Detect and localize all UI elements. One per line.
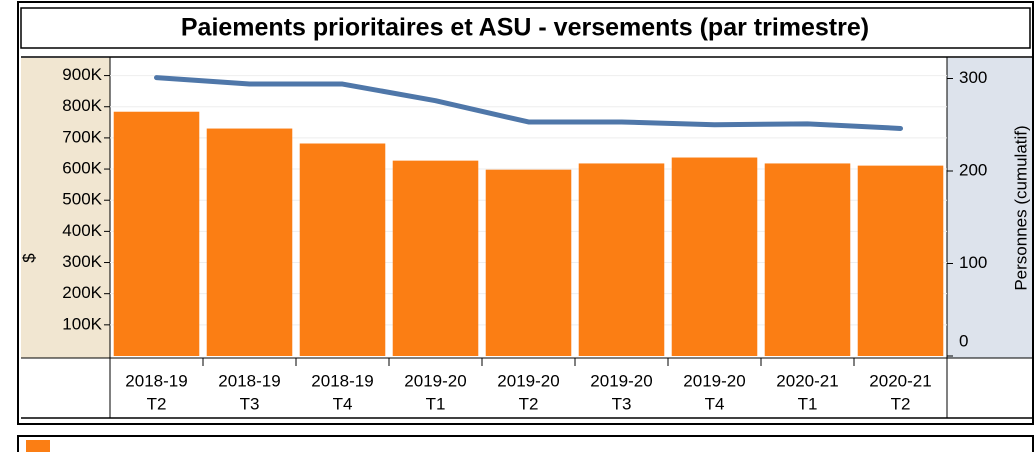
x-tick-label: T2 <box>891 394 911 413</box>
y-tick-label: 500K <box>62 190 102 209</box>
bar <box>764 163 851 356</box>
x-tick-label: T2 <box>519 394 539 413</box>
bar <box>671 157 758 356</box>
bar <box>392 160 479 356</box>
x-tick-label: 2018-19 <box>218 371 280 390</box>
y-tick-label: 900K <box>62 65 102 84</box>
x-tick-label: T1 <box>426 394 446 413</box>
legend-swatch <box>26 440 50 452</box>
frame <box>17 1 1034 425</box>
bar <box>857 165 944 356</box>
bar <box>485 169 572 356</box>
x-tick-label: 2018-19 <box>125 371 187 390</box>
y-tick-label: 600K <box>62 159 102 178</box>
x-tick-label: 2020-21 <box>869 371 931 390</box>
x-tick-label: T4 <box>705 394 725 413</box>
x-tick-label: T3 <box>612 394 632 413</box>
right-axis-panel <box>947 58 1032 358</box>
bar <box>578 163 665 356</box>
y-tick-label: 300K <box>62 252 102 271</box>
y-tick-label: 700K <box>62 127 102 146</box>
bar <box>113 111 200 356</box>
y2-tick-label: 100 <box>959 253 987 272</box>
y-tick-label: 100K <box>62 314 102 333</box>
left-axis-panel <box>21 58 110 358</box>
x-tick-label: T4 <box>333 394 353 413</box>
x-tick-label: 2019-20 <box>404 371 466 390</box>
x-tick-label: 2019-20 <box>590 371 652 390</box>
x-tick-label: T1 <box>798 394 818 413</box>
y-tick-label: 800K <box>62 96 102 115</box>
y-axis-label: $ <box>19 253 38 263</box>
x-tick-label: 2019-20 <box>497 371 559 390</box>
bar <box>299 143 386 356</box>
x-tick-label: T3 <box>240 394 260 413</box>
y2-axis-label: Personnes (cumulatif) <box>1011 125 1030 290</box>
x-tick-label: 2019-20 <box>683 371 745 390</box>
y-tick-label: 400K <box>62 221 102 240</box>
title-box <box>20 7 1031 49</box>
x-tick-label: 2018-19 <box>311 371 373 390</box>
y2-tick-label: 300 <box>959 68 987 87</box>
x-tick-label: 2020-21 <box>776 371 838 390</box>
legend-box <box>17 435 1034 452</box>
bar <box>206 128 293 356</box>
chart-title: Paiements prioritaires et ASU - versemen… <box>181 14 869 42</box>
y-tick-label: 200K <box>62 283 102 302</box>
x-tick-label: T2 <box>147 394 167 413</box>
y2-tick-label: 0 <box>959 331 968 350</box>
y2-tick-label: 200 <box>959 160 987 179</box>
line <box>154 75 903 131</box>
